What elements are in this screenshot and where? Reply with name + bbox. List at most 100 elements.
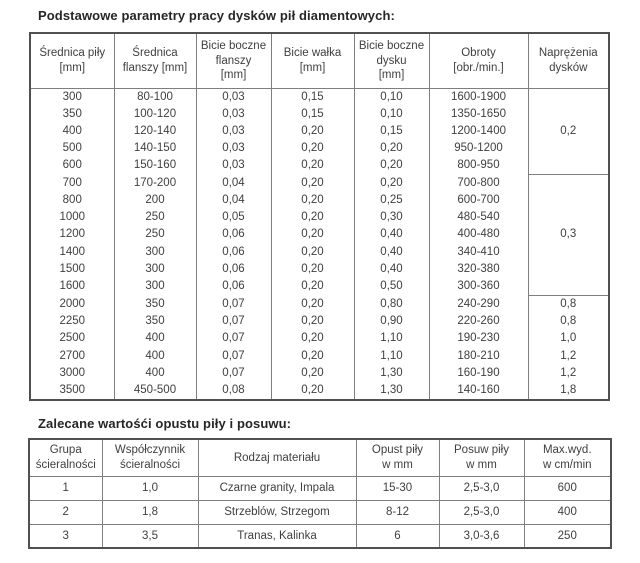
table1-cell: 0,80 <box>354 295 430 313</box>
table1-cell: 0,20 <box>271 330 355 348</box>
table2-head: Grupa ścieralności Współczynnik ścieraln… <box>29 439 612 477</box>
table2-cell: 6 <box>356 524 440 549</box>
table2-cell: 3 <box>29 524 103 549</box>
table1-cell: 1400 <box>30 243 115 261</box>
table1-cell: 0,20 <box>354 174 430 192</box>
table1-cell: 0,20 <box>271 122 355 141</box>
table1-row: 3500 450-500 0,08 0,20 1,30 140-160 1,8 <box>30 381 610 400</box>
saw-parameters-table: Średnica piły [mm] Średnica flanszy [mm]… <box>29 32 610 401</box>
table1-cell: 150-160 <box>114 157 197 175</box>
table1-cell: 0,03 <box>196 140 272 158</box>
table1-cell: 400 <box>114 347 197 365</box>
table1-cell: 140-160 <box>429 381 529 400</box>
table1-cell: 0,15 <box>271 88 355 106</box>
table1-cell: 0,04 <box>196 191 272 210</box>
table1-row: 1200 250 0,06 0,20 0,40 400-480 <box>30 226 609 244</box>
table1-cell: 1350-1650 <box>429 105 529 123</box>
table2-cell: Strzeblów, Strzegom <box>198 500 357 525</box>
table1-row: 1000 250 0,05 0,20 0,30 480-540 <box>30 209 609 227</box>
table1-cell: 350 <box>114 312 197 331</box>
table1-cell: 0,08 <box>196 381 272 400</box>
table1-row: 1600 300 0,06 0,20 0,50 300-360 <box>30 278 609 296</box>
table1-row: 350 100-120 0,03 0,15 0,10 1350-1650 <box>30 105 609 123</box>
table1-cell: 1000 <box>30 209 115 227</box>
table1-cell: 0,20 <box>354 140 430 158</box>
table1-cell: 0,07 <box>196 295 272 313</box>
table1-cell: 450-500 <box>114 381 197 400</box>
table1-cell: 0,50 <box>354 278 430 296</box>
table1-cell: 340-410 <box>429 243 529 261</box>
table2-header-rodzaj-materialu: Rodzaj materiału <box>198 439 357 477</box>
table1-cell: 190-230 <box>429 330 529 348</box>
table2-header-grupa: Grupa ścieralności <box>29 439 103 477</box>
table1-cell: 1,30 <box>354 381 430 400</box>
table2-row: 3 3,5 Tranas, Kalinka 6 3,0-3,6 250 <box>29 524 612 549</box>
table1-cell: 0,03 <box>196 88 272 106</box>
table2-header-row: Grupa ścieralności Współczynnik ścieraln… <box>29 439 612 477</box>
table1-row: 1500 300 0,06 0,20 0,40 320-380 <box>30 260 609 279</box>
table1-cell: 0,20 <box>271 295 355 313</box>
table1-row: 800 200 0,04 0,20 0,25 600-700 <box>30 191 609 210</box>
table2-cell: 3,5 <box>102 524 199 549</box>
table1-cell: 0,20 <box>271 157 355 175</box>
table1-header-row: Średnica piły [mm] Średnica flanszy [mm]… <box>30 33 610 89</box>
table1-cell: 0,20 <box>271 364 355 382</box>
table1-row: 2700 400 0,07 0,20 1,10 180-210 1,2 <box>30 347 610 365</box>
table1-cell: 3000 <box>30 364 115 382</box>
table2-header-wspolczynnik: Współczynnik ścieralności <box>102 439 199 477</box>
table1-cell: 600 <box>30 157 115 175</box>
table1-cell: 0,03 <box>196 105 272 123</box>
table1-cell: 0,40 <box>354 260 430 279</box>
table1-cell: 0,20 <box>271 347 355 365</box>
table1-cell: 0,03 <box>196 122 272 141</box>
table1-cell: 0,03 <box>196 157 272 175</box>
table1-head: Średnica piły [mm] Średnica flanszy [mm]… <box>30 33 610 89</box>
table1-body: 300 80-100 0,03 0,15 0,10 1600-1900 0,2 350 100-… <box>30 88 610 400</box>
table1-cell: 80-100 <box>114 88 197 106</box>
stress-cell: 1,8 <box>528 381 610 400</box>
table2-cell: 1,8 <box>102 500 199 525</box>
table1-cell: 0,15 <box>354 122 430 141</box>
table1-cell: 0,06 <box>196 226 272 244</box>
table2-cell: 600 <box>524 476 612 501</box>
table2-cell: 3,0-3,6 <box>439 524 525 549</box>
table1-row: 2250 350 0,07 0,20 0,90 220-260 0,8 <box>30 312 610 331</box>
table1-cell: 0,20 <box>271 174 355 192</box>
table1-cell: 0,15 <box>271 105 355 123</box>
table2-row: 1 1,0 Czarne granity, Impala 15-30 2,5-3,0 60… <box>29 476 612 501</box>
table1-cell: 400 <box>114 364 197 382</box>
table1-cell: 400 <box>114 330 197 348</box>
table2-body: 1 1,0 Czarne granity, Impala 15-30 2,5-3,0 60… <box>29 476 612 549</box>
table1-cell: 0,40 <box>354 226 430 244</box>
table1-cell: 1,30 <box>354 364 430 382</box>
table2-title: Zalecane wartośći opustu piły i posuwu: <box>38 416 292 431</box>
table1-cell: 300 <box>114 260 197 279</box>
table1-cell: 0,07 <box>196 312 272 331</box>
table2-cell: 2,5-3,0 <box>439 476 525 501</box>
table1-cell: 480-540 <box>429 209 529 227</box>
table1-header-bicie-boczne-flanszy: Bicie boczne flanszy [mm] <box>196 33 272 89</box>
table2-cell: 2,5-3,0 <box>439 500 525 525</box>
table1-cell: 0,10 <box>354 105 430 123</box>
table1-cell: 1500 <box>30 260 115 279</box>
table1-cell: 700 <box>30 174 115 192</box>
table1-row: 3000 400 0,07 0,20 1,30 160-190 1,2 <box>30 364 610 382</box>
table1-cell: 0,06 <box>196 260 272 279</box>
table1-cell: 0,20 <box>271 209 355 227</box>
table1-cell: 0,20 <box>271 312 355 331</box>
table2-header-posuw: Posuw piły w mm <box>439 439 525 477</box>
table1-cell: 0,30 <box>354 209 430 227</box>
table1-cell: 200 <box>114 191 197 210</box>
table1-header-obroty: Obroty [obr./min.] <box>429 33 529 89</box>
stress-cell: 1,0 <box>528 330 610 348</box>
table1-cell: 0,25 <box>354 191 430 210</box>
table1-header-naprezenia: Naprężenia dysków <box>528 33 610 89</box>
stress-cell: 1,2 <box>528 364 610 382</box>
table1-cell: 700-800 <box>429 174 529 192</box>
table1-header-bicie-walka: Bicie wałka [mm] <box>271 33 355 89</box>
table2-header-opust: Opust piły w mm <box>356 439 440 477</box>
table1-row: 300 80-100 0,03 0,15 0,10 1600-1900 0,2 <box>30 88 610 176</box>
table1-cell: 1,10 <box>354 347 430 365</box>
table1-cell: 0,20 <box>271 191 355 210</box>
table2-cell: 250 <box>524 524 612 549</box>
